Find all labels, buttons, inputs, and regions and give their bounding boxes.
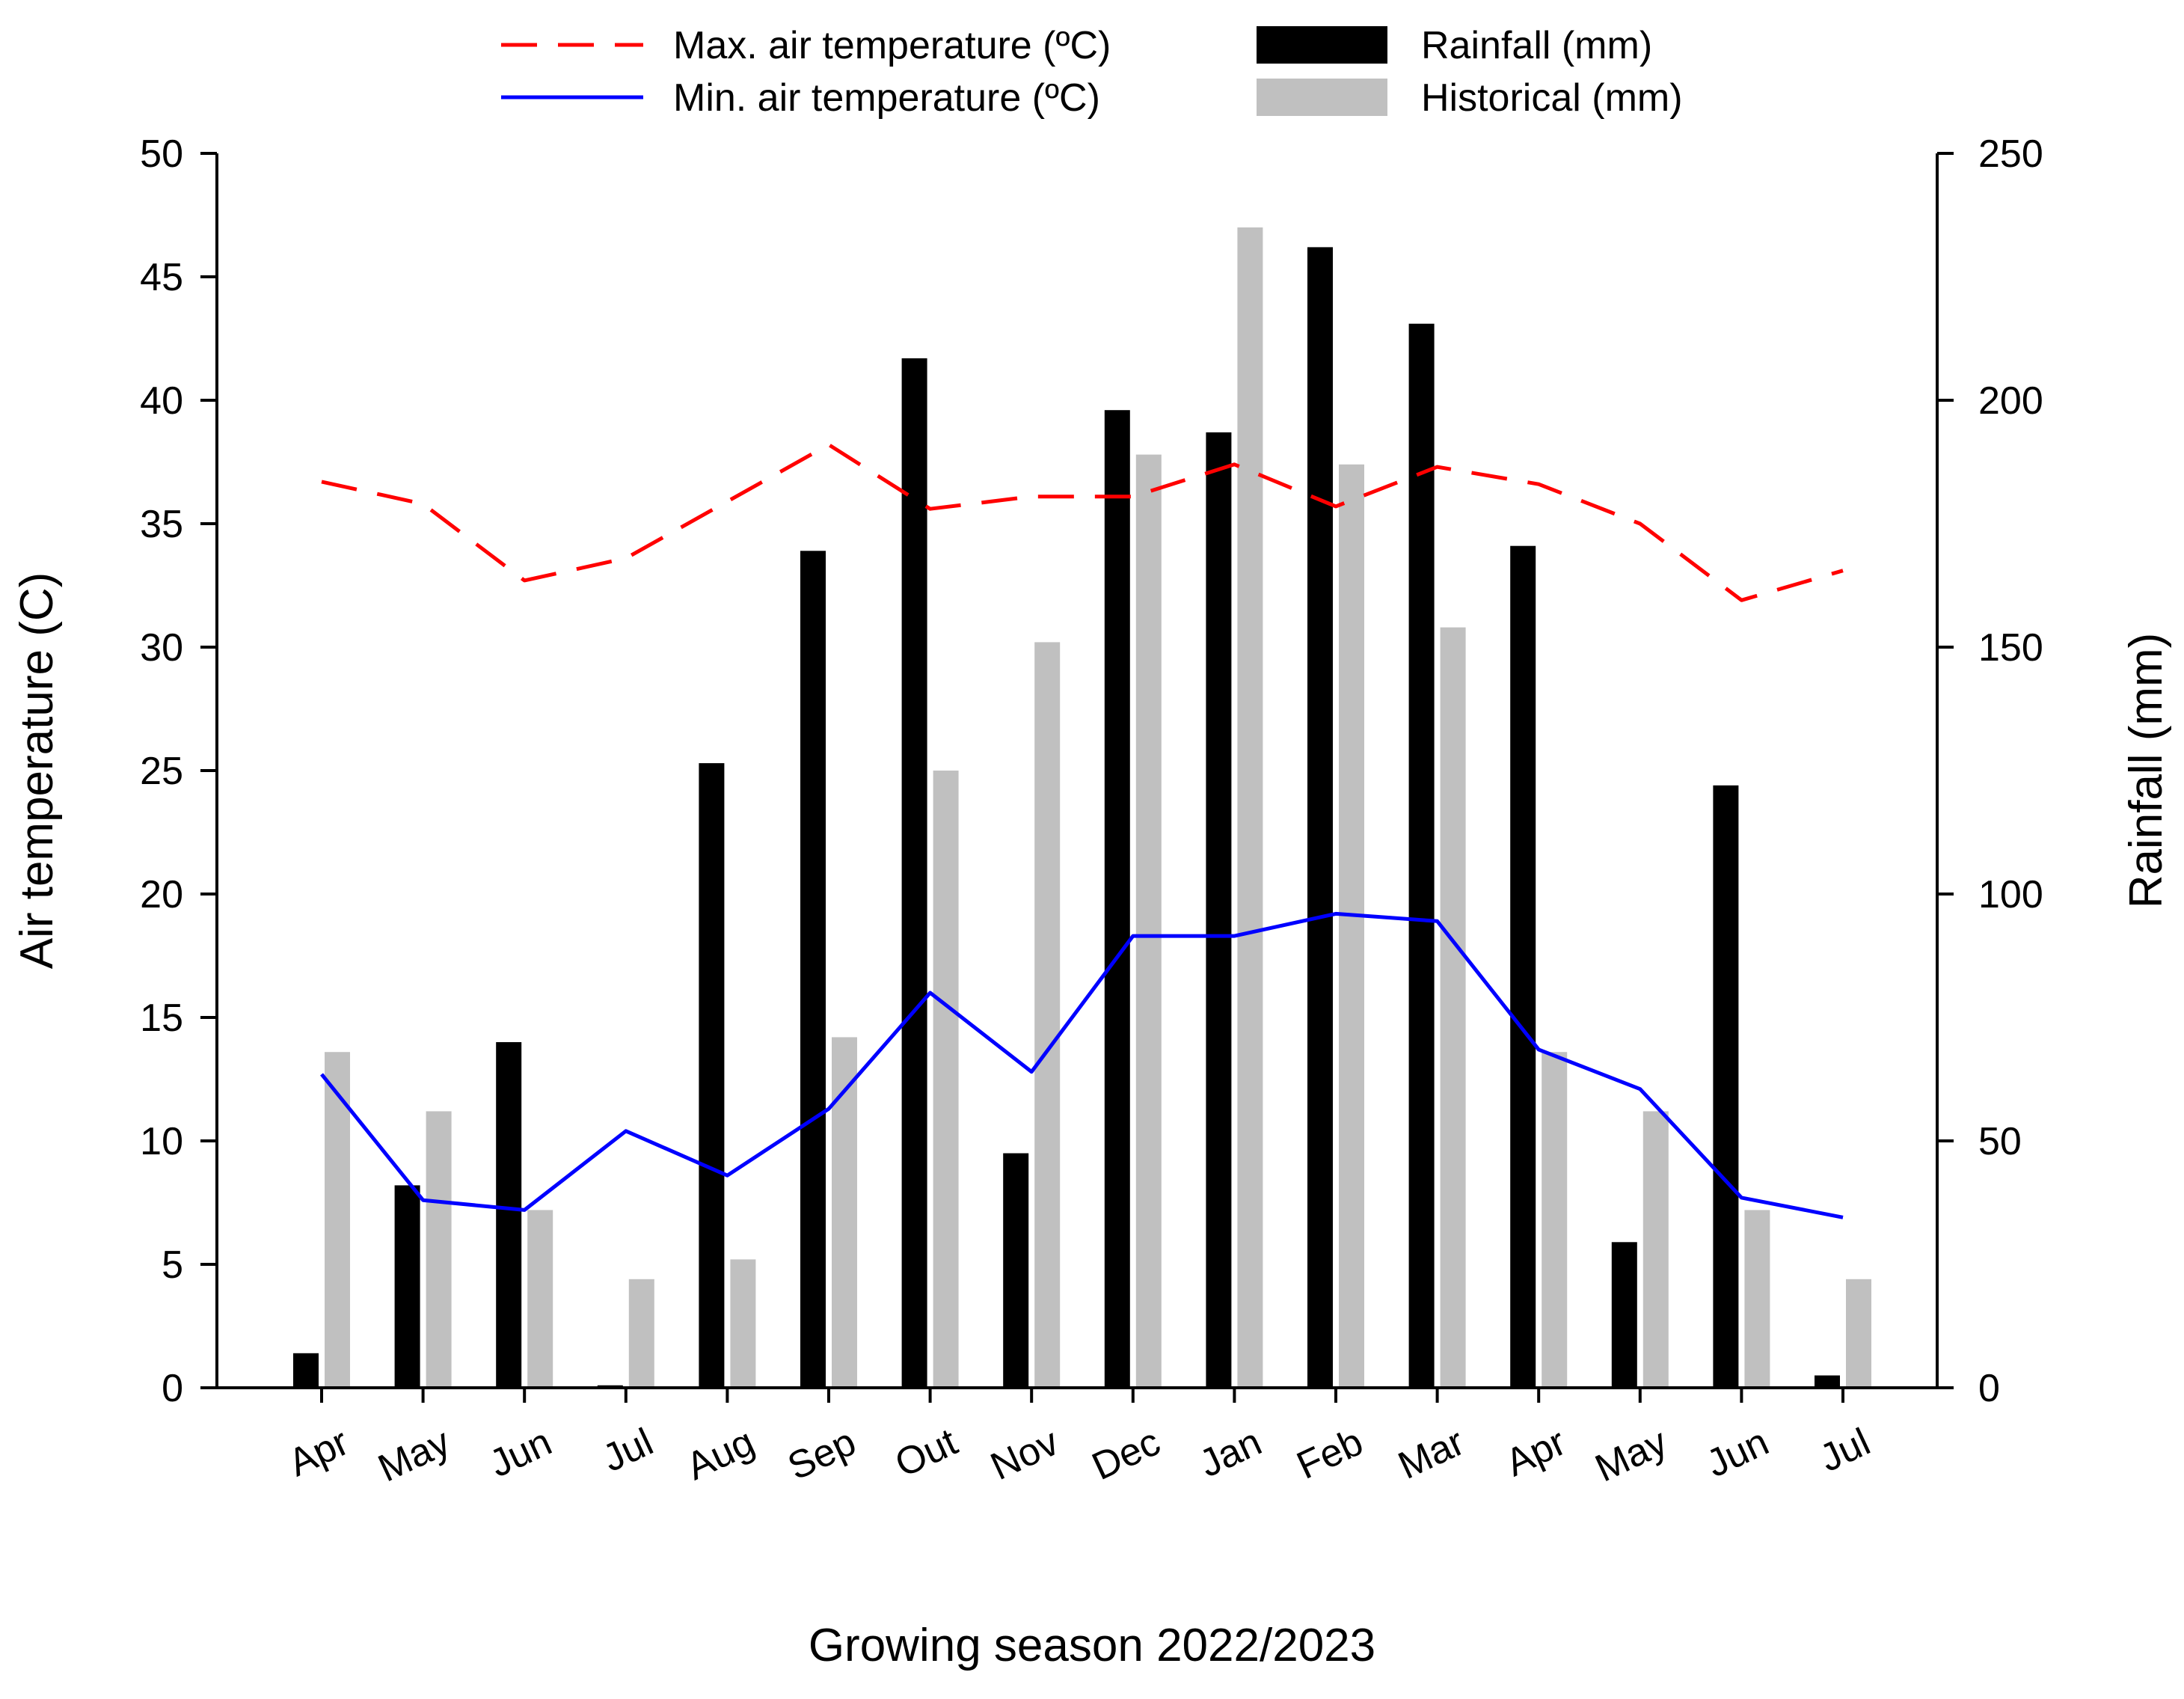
historical-bar-apr-0 <box>325 1052 350 1388</box>
y-left-tick-label: 30 <box>140 626 183 670</box>
rainfall-bar-nov-7 <box>1003 1153 1029 1388</box>
y-left-tick-label: 0 <box>162 1367 183 1410</box>
y-right-tick-label: 200 <box>1978 379 2043 423</box>
historical-bar-feb-10 <box>1339 464 1364 1388</box>
y-left-tick-label: 45 <box>140 256 183 299</box>
rainfall-bar-apr-12 <box>1510 545 1536 1389</box>
rainfall-bar-jun-2 <box>496 1042 522 1388</box>
y-right-tick-label: 50 <box>1978 1120 2022 1163</box>
historical-bar-jan-9 <box>1237 227 1263 1388</box>
y-left-tick-label: 15 <box>140 997 183 1040</box>
historical-bar-jul-15 <box>1846 1279 1871 1388</box>
rainfall-bar-may-13 <box>1611 1242 1637 1388</box>
rainfall-bar-out-6 <box>901 358 927 1388</box>
legend-historical-swatch <box>1257 79 1387 116</box>
y-left-tick-label: 50 <box>140 132 183 176</box>
historical-bar-dec-8 <box>1135 454 1162 1388</box>
historical-bar-jul-3 <box>628 1279 654 1388</box>
legend-historical-label: Historical (mm) <box>1421 76 1683 120</box>
legend-min-temperature-label: Min. air temperature (ºC) <box>673 76 1100 120</box>
rainfall-bar-may-1 <box>394 1185 420 1388</box>
historical-bar-may-1 <box>426 1111 452 1388</box>
y-left-tick-label: 5 <box>162 1243 183 1287</box>
min-temperature-line <box>320 911 1844 1219</box>
rainfall-bar-mar-11 <box>1408 323 1435 1389</box>
rainfall-bar-sep-5 <box>800 551 826 1388</box>
y-right-tick-label: 0 <box>1978 1367 2000 1410</box>
historical-bar-apr-12 <box>1542 1052 1568 1388</box>
legend-rainfall-label: Rainfall (mm) <box>1421 24 1652 67</box>
max-temperature-line <box>321 442 1844 602</box>
rainfall-bar-jul-15 <box>1815 1375 1840 1388</box>
historical-bar-jun-14 <box>1744 1210 1770 1388</box>
y-axis-right-title: Rainfall (mm) <box>2120 633 2172 909</box>
y-left-tick-label: 25 <box>140 750 183 793</box>
y-left-tick-label: 35 <box>140 503 183 546</box>
historical-bar-jun-2 <box>527 1210 553 1388</box>
y-left-tick-label: 40 <box>140 379 183 423</box>
historical-bar-out-6 <box>933 771 959 1388</box>
y-axis-left-title: Air temperature (C) <box>11 572 63 970</box>
rainfall-bar-jan-9 <box>1206 432 1232 1388</box>
x-axis-title: Growing season 2022/2023 <box>809 1620 1375 1671</box>
y-left-tick-label: 20 <box>140 873 183 916</box>
historical-bar-aug-4 <box>730 1259 756 1388</box>
historical-bar-mar-11 <box>1440 627 1466 1388</box>
y-right-tick-label: 250 <box>1978 132 2043 176</box>
bars-layer <box>293 227 1871 1389</box>
rainfall-bar-feb-10 <box>1307 247 1333 1388</box>
legend: Max. air temperature (ºC) Min. air temper… <box>501 24 1683 120</box>
historical-bar-nov-7 <box>1034 642 1061 1388</box>
rainfall-bar-dec-8 <box>1104 410 1130 1389</box>
historical-bar-sep-5 <box>832 1037 857 1388</box>
rainfall-bar-aug-4 <box>699 763 725 1388</box>
y-right-tick-label: 100 <box>1978 873 2043 916</box>
legend-rainfall-swatch <box>1257 26 1387 64</box>
historical-bar-may-13 <box>1642 1111 1669 1388</box>
legend-max-temperature-label: Max. air temperature (ºC) <box>673 24 1111 67</box>
lines-layer <box>320 442 1844 1219</box>
y-left-tick-label: 10 <box>140 1120 183 1163</box>
rainfall-bar-jun-14 <box>1713 785 1739 1388</box>
y-right-tick-label: 150 <box>1978 626 2043 670</box>
rainfall-bar-apr-0 <box>293 1353 319 1388</box>
